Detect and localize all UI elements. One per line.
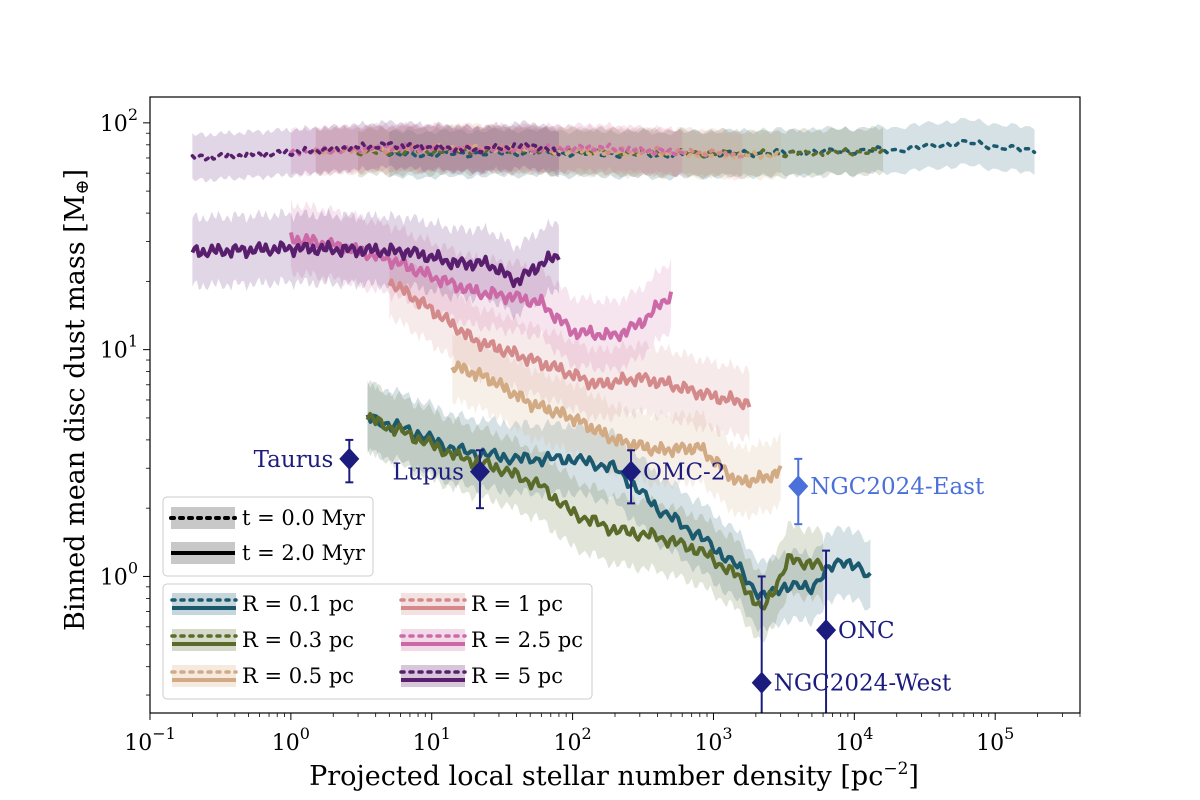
cluster-ngc2024-east: NGC2024-East: [788, 457, 985, 526]
radius-legend-swatch-band: [401, 593, 465, 615]
x-tick-label: 104: [835, 724, 873, 756]
line-r-5-pc-t2: [190, 240, 561, 288]
y-tick-label: 101: [100, 332, 138, 364]
radius-legend-label: R = 0.1 pc: [242, 592, 354, 616]
band-r-1-pc-t0: [315, 121, 743, 180]
radius-legend-swatch-band: [401, 629, 465, 651]
y-tick-label: 102: [100, 105, 138, 137]
marker-taurus: [339, 447, 360, 470]
label-omc-2: OMC-2: [643, 460, 725, 486]
radius-legend-label: R = 0.5 pc: [242, 664, 354, 688]
radius-legend-swatch-band: [172, 665, 236, 687]
cluster-lupus: Lupus: [393, 449, 490, 510]
radius-legend-box: [162, 583, 593, 700]
x-tick-label: 102: [554, 724, 592, 756]
y-axis-label: Binned mean disc dust mass [M⊕]: [60, 169, 93, 631]
x-tick-label: 103: [694, 724, 732, 756]
x-tick-label: 100: [272, 724, 310, 756]
radius-legend-label: R = 1 pc: [471, 592, 563, 616]
x-axis-label: Projected local stellar number density […: [309, 759, 919, 792]
radius-legend-label: R = 5 pc: [471, 664, 563, 688]
x-tick-label: 101: [413, 724, 451, 756]
band-r-0-3-pc-t2: [367, 380, 824, 643]
band-r-1-pc-t2: [389, 246, 750, 443]
line-r-1-pc-t2: [387, 278, 752, 411]
time-legend-label: t = 0.0 Myr: [242, 506, 366, 530]
cluster-ngc2024-west: NGC2024-West: [751, 575, 952, 713]
marker-lupus: [469, 460, 490, 483]
marker-ngc2024-east: [788, 475, 809, 498]
marker-omc-2: [621, 460, 642, 483]
band-r-0-1-pc-t2: [367, 380, 871, 633]
line-r-0-5-pc-t2: [450, 360, 783, 489]
label-ngc2024-west: NGC2024-West: [774, 671, 952, 697]
cluster-taurus: Taurus: [254, 438, 360, 484]
x-tick-label: 10−1: [124, 724, 176, 756]
cluster-omc-2: OMC-2: [621, 449, 725, 505]
marker-onc: [816, 619, 837, 642]
label-lupus: Lupus: [393, 460, 464, 486]
radius-legend-swatch-band: [401, 665, 465, 687]
y-tick-label: 100: [100, 558, 138, 590]
line-r-0-3-pc-t0: [356, 145, 885, 159]
line-r-5-pc-t0: [190, 141, 561, 162]
radius-legend-swatch-band: [172, 629, 236, 651]
band-r-0-5-pc-t2: [452, 328, 781, 521]
label-taurus: Taurus: [254, 447, 334, 473]
line-r-1-pc-t0: [313, 142, 744, 159]
label-ngc2024-east: NGC2024-East: [810, 474, 985, 500]
marker-ngc2024-west: [751, 671, 772, 694]
x-tick-label: 105: [976, 724, 1014, 756]
line-r-0-1-pc-t2: [365, 413, 872, 601]
radius-legend-label: R = 0.3 pc: [242, 628, 354, 652]
cluster-onc: ONC: [816, 549, 895, 713]
line-r-0-3-pc-t2: [365, 412, 825, 611]
radius-legend-label: R = 2.5 pc: [471, 628, 583, 652]
time-legend-label: t = 2.0 Myr: [242, 541, 366, 565]
radius-legend-swatch-band: [172, 593, 236, 615]
label-onc: ONC: [838, 618, 895, 644]
